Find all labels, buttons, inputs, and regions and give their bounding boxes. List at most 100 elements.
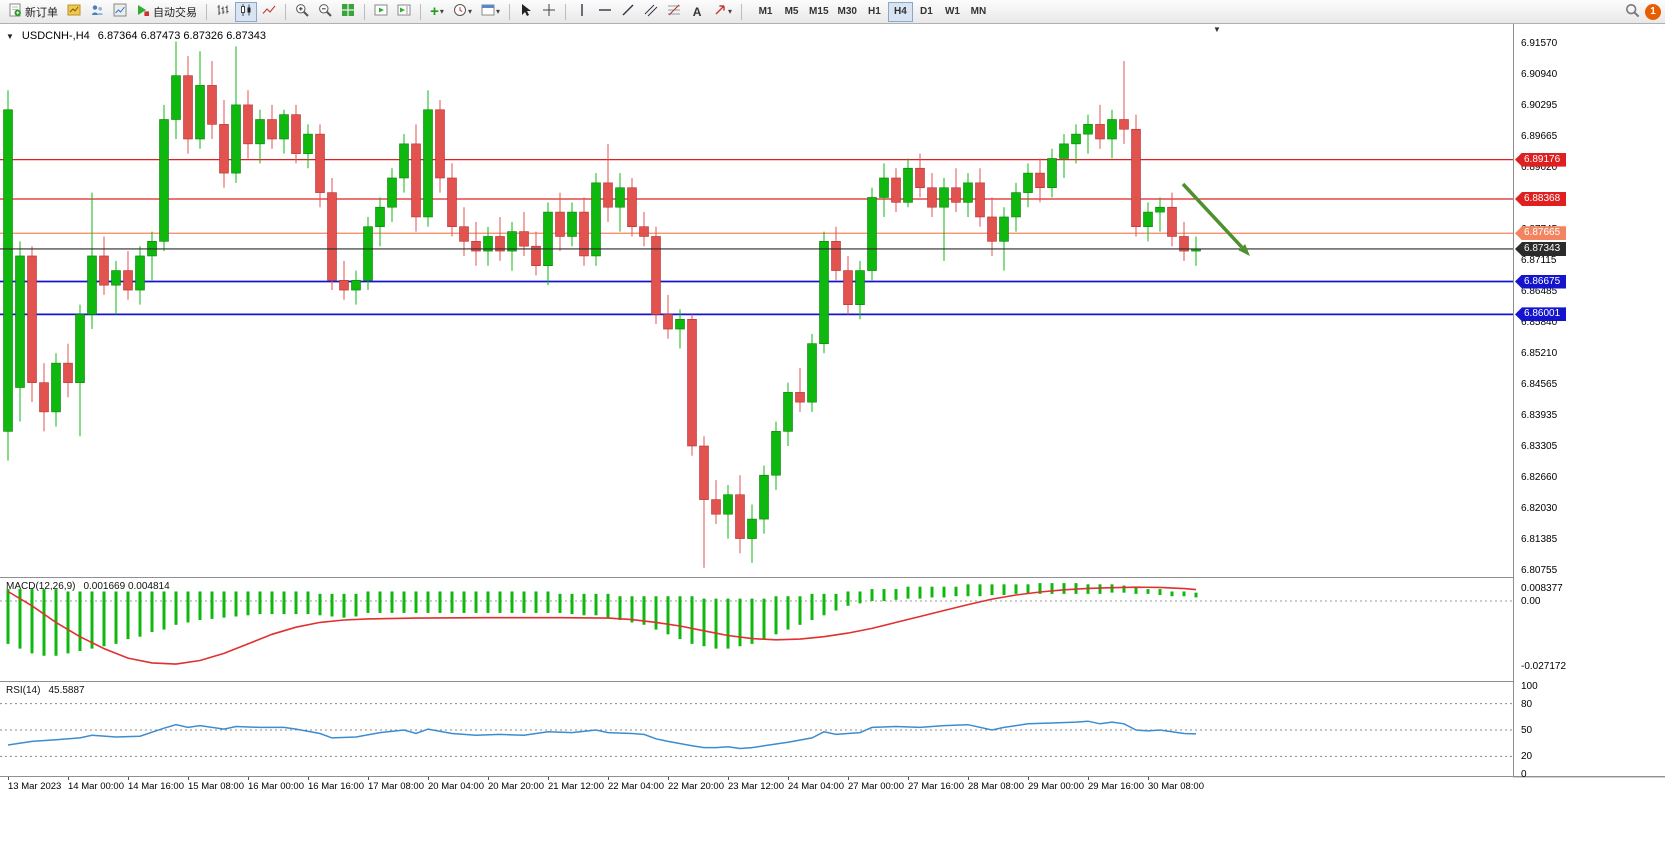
tile-windows-button[interactable] — [337, 2, 359, 22]
timeframe-button-h4[interactable]: H4 — [887, 1, 913, 22]
price-line-tag[interactable]: 6.87665 — [1515, 226, 1567, 241]
candle-body — [495, 236, 505, 252]
horizontal-line-button[interactable] — [594, 2, 616, 22]
candle-body — [783, 392, 793, 432]
candle-body — [1083, 124, 1093, 135]
text-tool-button[interactable]: A — [686, 2, 708, 22]
new-order-button[interactable]: 新订单 — [4, 2, 62, 22]
macd-histogram-bar — [1158, 589, 1162, 596]
tile-windows-icon — [341, 3, 355, 20]
search-button[interactable] — [1621, 2, 1644, 22]
macd-histogram-bar — [114, 591, 118, 644]
macd-histogram-bar — [210, 591, 214, 619]
macd-histogram-bar — [786, 596, 790, 630]
arrows-tool-button[interactable]: ▾ — [709, 2, 736, 22]
new-chart-icon — [67, 3, 81, 20]
macd-histogram-bar — [1038, 583, 1042, 594]
price-axis[interactable]: 6.91570 6.90940 6.90295 6.89665 6.89020 6.883… — [1513, 24, 1665, 780]
autotrading-button[interactable]: 自动交易 — [132, 2, 201, 22]
crosshair-button[interactable] — [538, 2, 560, 22]
macd-histogram-bar — [978, 584, 982, 597]
macd-histogram-bar — [930, 586, 934, 598]
macd-histogram-bar — [618, 596, 622, 621]
macd-histogram-bar — [162, 591, 166, 630]
time-tick-mark — [608, 777, 609, 780]
new-chart-button[interactable] — [63, 2, 85, 22]
timeframe-button-mn[interactable]: MN — [966, 2, 991, 22]
macd-histogram-bar — [318, 593, 322, 616]
bar-chart-button[interactable] — [212, 2, 234, 22]
macd-histogram-bar — [822, 593, 826, 616]
candle-body — [27, 255, 37, 383]
notification-badge[interactable]: 1 — [1645, 3, 1661, 20]
macd-histogram-bar — [750, 598, 754, 644]
macd-histogram-bar — [138, 591, 142, 637]
timeframe-button-m1[interactable]: M1 — [753, 2, 778, 22]
trend-arrow-annotation[interactable] — [1181, 182, 1244, 249]
timeframe-button-m15[interactable]: M15 — [805, 2, 832, 22]
profiles-icon — [90, 3, 104, 20]
chart-shift-marker-icon[interactable]: ▼ — [1213, 25, 1221, 34]
price-line-tag[interactable]: 6.86675 — [1515, 274, 1567, 289]
macd-histogram-bar — [126, 591, 130, 640]
macd-histogram-bar — [1062, 583, 1066, 594]
candle-body — [471, 241, 481, 252]
templates-button[interactable]: ▾ — [477, 2, 504, 22]
line-chart-button[interactable] — [258, 2, 280, 22]
candle-body — [747, 518, 757, 539]
macd-histogram-bar — [498, 591, 502, 613]
macd-histogram-bar — [390, 591, 394, 613]
vertical-line-button[interactable] — [571, 2, 593, 22]
timeframe-button-d1[interactable]: D1 — [914, 2, 939, 22]
macd-histogram-bar — [282, 591, 286, 615]
timeframe-button-w1[interactable]: W1 — [940, 2, 965, 22]
price-line-tag[interactable]: 6.89176 — [1515, 152, 1567, 167]
candle-body — [615, 187, 625, 208]
time-axis[interactable]: 13 Mar 2023 14 Mar 00:00 14 Mar 16:00 15 Ma… — [0, 777, 1513, 794]
cursor-button[interactable] — [515, 2, 537, 22]
chart-shift-button[interactable] — [393, 2, 415, 22]
time-tick-mark — [308, 777, 309, 780]
macd-histogram-bar — [354, 593, 358, 617]
timeframe-button-m30[interactable]: M30 — [834, 2, 861, 22]
macd-histogram-bar — [954, 586, 958, 597]
one-click-trading-toggle[interactable]: ▼ — [6, 31, 14, 41]
price-chart-canvas[interactable] — [0, 24, 1513, 577]
candle-body — [39, 382, 49, 413]
candle-body — [651, 236, 661, 315]
zoom-out-button[interactable] — [314, 2, 336, 22]
periods-button[interactable]: ▾ — [449, 2, 476, 22]
macd-histogram-bar — [894, 589, 898, 600]
candle-body — [15, 255, 25, 388]
rsi-panel-canvas[interactable] — [0, 682, 1513, 776]
market-watch-button[interactable] — [109, 2, 131, 22]
candle-body — [1119, 119, 1129, 130]
macd-histogram-bar — [510, 591, 514, 613]
chevron-down-icon: ▾ — [496, 7, 501, 16]
auto-scroll-button[interactable] — [370, 2, 392, 22]
timeframe-button-m5[interactable]: M5 — [779, 2, 804, 22]
candlestick-chart-button[interactable] — [235, 1, 257, 22]
chart-symbol-title: USDCNH-,H4 — [21, 30, 90, 42]
candle-body — [1107, 119, 1117, 140]
zoom-in-button[interactable] — [291, 2, 313, 22]
timeframe-button-h1[interactable]: H1 — [862, 2, 887, 22]
trendline-button[interactable] — [617, 2, 639, 22]
price-line-tag[interactable]: 6.87343 — [1515, 241, 1567, 256]
rsi-axis-label: 50 — [1521, 725, 1533, 736]
macd-panel-canvas[interactable] — [0, 578, 1513, 681]
equidistant-channel-button[interactable] — [640, 2, 662, 22]
profiles-button[interactable] — [86, 2, 108, 22]
price-line-tag[interactable]: 6.86001 — [1515, 307, 1567, 322]
price-line-tag[interactable]: 6.88368 — [1515, 192, 1567, 207]
indicators-button[interactable]: + ▾ — [426, 2, 448, 22]
candle-body — [87, 255, 97, 315]
time-tick-mark — [788, 777, 789, 780]
trend-arrow-head[interactable] — [1238, 244, 1250, 256]
candle-body — [303, 133, 313, 154]
fibonacci-button[interactable] — [663, 2, 685, 22]
time-tick-mark — [248, 777, 249, 780]
price-tick-label: 6.90295 — [1521, 100, 1558, 111]
macd-histogram-bar — [606, 593, 610, 618]
candle-body — [543, 211, 553, 266]
